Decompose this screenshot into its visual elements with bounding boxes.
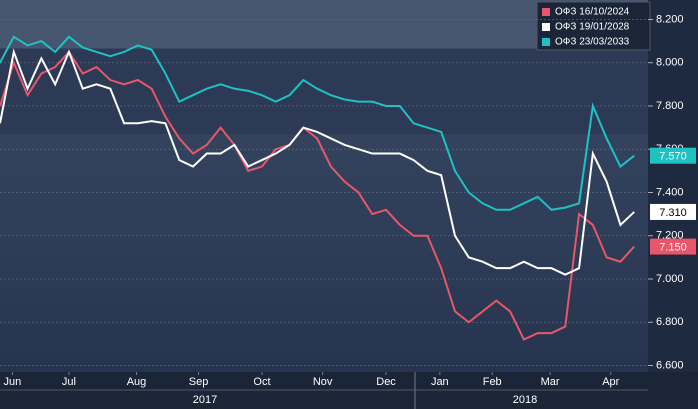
x-tick-label: Nov [313,376,333,388]
series-line [0,35,635,211]
x-tick-label: Dec [376,376,396,388]
x-tick-label: Jul [62,376,76,388]
x-tick-label: Mar [541,376,560,388]
legend-label: ОФЗ 16/10/2024 [555,7,630,18]
x-tick-label: Jun [4,376,22,388]
end-label-box [650,238,696,255]
x-tick-label: Aug [127,376,147,388]
legend-label: ОФЗ 19/01/2028 [555,22,630,33]
legend-swatch [542,23,550,31]
legend-box [536,1,651,51]
axis-panel [648,0,698,372]
legend-swatch [542,8,550,16]
end-label: 7.150 [659,241,687,253]
end-label: 7.310 [659,207,687,219]
y-tick-label: 8.200 [656,13,684,25]
x-tick-label: Jan [431,376,449,388]
y-tick-label: 6.800 [656,316,684,328]
legend-swatch [542,38,550,46]
y-tick-label: 7.400 [656,186,684,198]
end-label: 7.570 [659,151,687,163]
end-label-box [650,147,696,164]
x-tick-label: Oct [253,376,270,388]
legend: ОФЗ 16/10/2024 ОФЗ 19/01/2028 ОФЗ 23/03/20… [536,1,651,51]
series-line [0,48,635,276]
year-label: 2017 [193,394,217,406]
legend-label: ОФЗ 23/03/2033 [555,37,630,48]
x-tick-label: Sep [189,376,209,388]
series-line [0,50,635,341]
plot-area [0,0,648,372]
x-tick-label: Feb [483,376,502,388]
y-tick-label: 6.600 [656,359,684,371]
y-tick-label: 7.000 [656,273,684,285]
year-label: 2018 [513,394,537,406]
x-tick-label: Apr [602,376,619,388]
y-tick-label: 8.000 [656,57,684,69]
y-tick-label: 7.800 [656,100,684,112]
end-label-box [650,203,696,220]
